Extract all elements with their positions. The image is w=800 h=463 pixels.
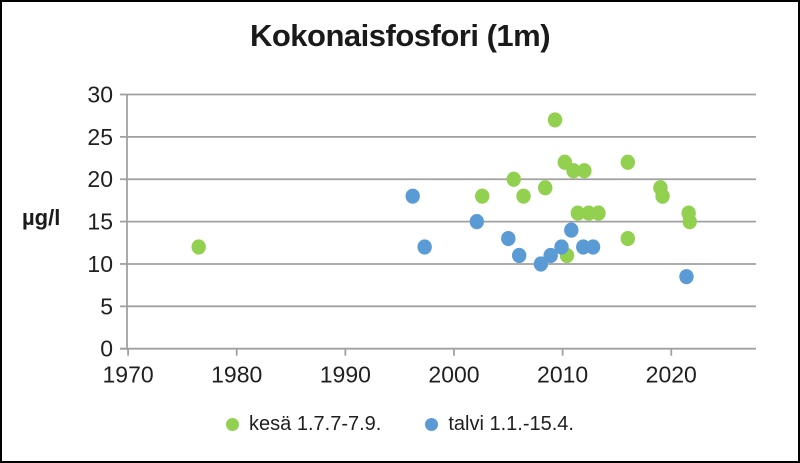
- data-point: [506, 171, 521, 187]
- data-point: [547, 112, 563, 128]
- legend: kesä 1.7.7-7.9. talvi 1.1.-15.4.: [2, 413, 798, 436]
- data-point: [501, 230, 516, 247]
- data-point: [585, 239, 601, 255]
- data-point: [469, 214, 485, 230]
- data-point: [405, 188, 420, 204]
- x-tick-label: 1990: [320, 362, 371, 388]
- legend-label-kesa: kesä 1.7.7-7.9.: [249, 413, 382, 435]
- kesa-series-dot-icon: [226, 418, 240, 431]
- data-point: [620, 154, 636, 170]
- data-point: [538, 180, 553, 196]
- data-point: [655, 188, 670, 204]
- x-tick-label: 1980: [211, 362, 262, 388]
- legend-item-kesa: kesä 1.7.7-7.9.: [226, 413, 381, 436]
- data-point: [564, 222, 579, 238]
- legend-label-talvi: talvi 1.1.-15.4.: [448, 413, 574, 435]
- x-tick-label: 2000: [428, 362, 479, 388]
- data-point: [620, 230, 636, 247]
- y-tick-label: 25: [87, 124, 113, 150]
- x-tick-label: 2020: [646, 362, 697, 388]
- data-point: [475, 188, 490, 204]
- x-tick-label: 2010: [537, 362, 588, 388]
- y-tick-label: 20: [87, 166, 113, 192]
- chart-title: Kokonaisfosfori (1m): [249, 18, 551, 53]
- legend-item-talvi: talvi 1.1.-15.4.: [425, 413, 574, 436]
- data-point: [577, 163, 592, 179]
- data-point: [543, 247, 558, 264]
- y-tick-label: 30: [87, 82, 113, 108]
- data-point: [570, 205, 586, 221]
- data-point: [566, 163, 581, 179]
- data-point: [554, 239, 569, 255]
- data-point: [417, 239, 432, 255]
- y-tick-label: 10: [87, 251, 113, 277]
- data-point: [682, 214, 697, 230]
- y-axis-title: µg/l: [22, 205, 61, 230]
- y-tick-label: 5: [100, 293, 113, 319]
- data-point: [533, 256, 549, 272]
- data-point: [679, 269, 694, 285]
- data-point: [511, 247, 527, 264]
- y-tick-label: 15: [87, 209, 113, 235]
- x-tick-label: 1970: [103, 362, 154, 388]
- data-point: [591, 205, 606, 221]
- data-point: [191, 239, 206, 255]
- y-tick-label: 0: [100, 336, 113, 362]
- data-point: [516, 188, 531, 204]
- talvi-series-dot-icon: [425, 418, 439, 431]
